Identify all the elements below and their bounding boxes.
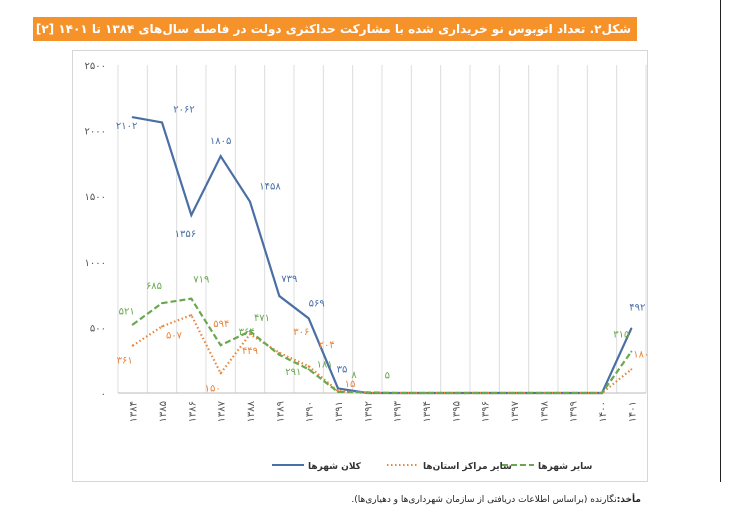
x-tick-label: ۱۳۹۷ <box>510 400 521 422</box>
figure-title: شکل۲. تعداد اتوبوس نو خریداری شده با مشا… <box>33 17 637 41</box>
data-label: ۴۹۲ <box>629 302 645 313</box>
data-label: ۱۸۱ <box>317 359 333 370</box>
data-label: ۵۰۷ <box>166 330 183 341</box>
data-label: ۱۵ <box>345 379 356 390</box>
y-tick-label: ۲۵۰۰ <box>85 61 106 72</box>
x-tick-label: ۱۳۹۵ <box>451 401 462 422</box>
x-tick-label: ۱۳۹۹ <box>569 401 580 422</box>
data-point <box>131 323 134 326</box>
source-label: مأخذ: <box>616 495 641 505</box>
data-label: ۳۶۴ <box>239 327 255 338</box>
data-label: ۳۰۶ <box>293 327 309 338</box>
data-label: ۱۸۰۵ <box>210 136 231 147</box>
x-tick-label: ۱۳۸۷ <box>217 400 228 422</box>
data-point <box>219 372 222 375</box>
data-point <box>161 325 163 328</box>
data-point <box>219 344 222 347</box>
data-point <box>131 344 134 347</box>
x-tick-label: ۱۳۹۱ <box>334 401 345 422</box>
data-label: ۶۸۵ <box>146 281 162 292</box>
data-point <box>513 392 515 394</box>
y-tick-label: ۵۰۰ <box>90 323 106 334</box>
data-point <box>454 392 457 394</box>
x-tick-label: ۱۳۸۴ <box>129 401 140 422</box>
data-label: ۲۰۶۲ <box>173 104 194 115</box>
data-label: ۵ <box>385 370 390 381</box>
legend-label: سایر مراکز استان‌ها <box>423 462 512 472</box>
x-tick-label: ۱۳۹۳ <box>393 400 404 422</box>
data-label: ۲۱۰۲ <box>116 121 137 132</box>
data-point <box>307 368 310 371</box>
data-point <box>337 387 339 390</box>
data-label: ۴۴۹ <box>242 346 258 357</box>
y-tick-label: ۱۵۰۰ <box>85 192 106 203</box>
y-tick-label: ۲۰۰۰ <box>85 127 106 138</box>
data-label: ۴۷۱ <box>254 313 270 324</box>
data-point <box>483 392 486 394</box>
data-label: ۲۹۱ <box>285 367 301 378</box>
data-point <box>249 333 251 336</box>
data-point <box>630 368 633 371</box>
data-point <box>630 350 633 353</box>
source-note: مأخذ:نگارنده (براساس اطلاعات دریافتی از … <box>351 495 641 505</box>
x-tick-label: ۱۳۹۰ <box>305 401 316 422</box>
data-label: ۱۵۰ <box>205 383 221 394</box>
data-label: ۱۳۵۶ <box>175 229 196 240</box>
data-point <box>249 200 251 203</box>
data-point <box>219 155 222 158</box>
data-point <box>571 392 574 394</box>
data-point <box>337 390 339 393</box>
page-edge-line <box>720 0 721 482</box>
data-label: ۱۸۰ <box>633 349 649 360</box>
data-point <box>190 214 193 217</box>
x-tick-label: ۱۳۸۵ <box>158 401 169 422</box>
x-tick-label: ۱۳۸۸ <box>246 400 257 422</box>
x-tick-label: ۱۳۸۹ <box>275 401 286 422</box>
x-tick-label: ۱۴۰۰ <box>598 401 609 422</box>
data-point <box>278 295 281 298</box>
data-point <box>161 302 163 305</box>
data-point <box>131 116 134 119</box>
data-point <box>190 314 193 317</box>
source-text: نگارنده (براساس اطلاعات دریافتی از سازما… <box>351 495 617 505</box>
data-label: ۷۳۹ <box>281 274 297 285</box>
data-point <box>630 327 633 330</box>
legend-label: کلان شهرها <box>308 462 362 472</box>
data-point <box>161 121 163 124</box>
x-tick-label: ۱۴۰۱ <box>627 401 638 422</box>
data-point <box>190 297 193 300</box>
data-label: ۵۶۹ <box>309 298 325 309</box>
data-label: ۵۲۱ <box>119 307 135 318</box>
data-label: ۳۵ <box>337 364 348 375</box>
x-tick-label: ۱۳۹۲ <box>363 401 374 422</box>
data-label: ۵۹۴ <box>213 319 229 330</box>
data-label: ۲۰۴ <box>319 340 335 351</box>
series-line-2 <box>132 297 633 395</box>
data-label: ۷۱۹ <box>193 275 209 286</box>
data-point <box>601 392 603 394</box>
data-point <box>542 392 545 394</box>
data-point <box>249 330 251 333</box>
data-point <box>395 392 398 394</box>
data-point <box>307 317 310 320</box>
x-tick-label: ۱۳۹۴ <box>422 401 433 422</box>
x-tick-label: ۱۳۹۸ <box>539 400 550 422</box>
data-point <box>307 365 310 368</box>
data-label: ۱۴۵۸ <box>259 182 281 193</box>
legend-label: سایر شهرها <box>538 462 593 472</box>
data-point <box>366 391 369 394</box>
data-point <box>425 392 427 394</box>
data-label: ۳۶۱ <box>117 356 133 367</box>
x-tick-label: ۱۳۹۶ <box>481 401 492 422</box>
data-point <box>278 353 281 356</box>
data-label: ۳۱۵ <box>613 330 629 341</box>
x-tick-label: ۱۳۸۶ <box>187 401 198 422</box>
chart-frame <box>72 50 648 482</box>
data-label: ۸ <box>351 370 357 381</box>
y-tick-label: ۱۰۰۰ <box>85 258 106 269</box>
y-tick-label: ۰ <box>101 389 106 400</box>
